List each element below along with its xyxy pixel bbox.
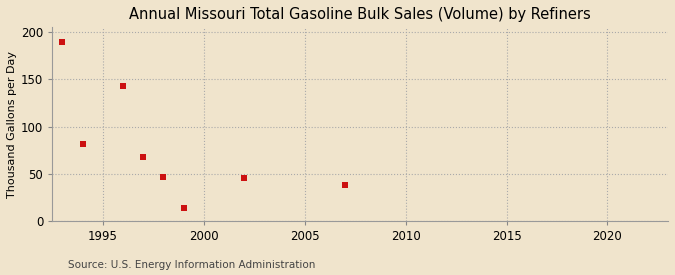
Point xyxy=(340,183,350,188)
Y-axis label: Thousand Gallons per Day: Thousand Gallons per Day xyxy=(7,51,17,198)
Point xyxy=(77,141,88,146)
Point xyxy=(138,155,148,159)
Title: Annual Missouri Total Gasoline Bulk Sales (Volume) by Refiners: Annual Missouri Total Gasoline Bulk Sale… xyxy=(130,7,591,22)
Text: Source: U.S. Energy Information Administration: Source: U.S. Energy Information Administ… xyxy=(68,260,315,270)
Point xyxy=(158,175,169,179)
Point xyxy=(239,175,250,180)
Point xyxy=(178,206,189,210)
Point xyxy=(57,40,68,45)
Point xyxy=(117,84,128,88)
